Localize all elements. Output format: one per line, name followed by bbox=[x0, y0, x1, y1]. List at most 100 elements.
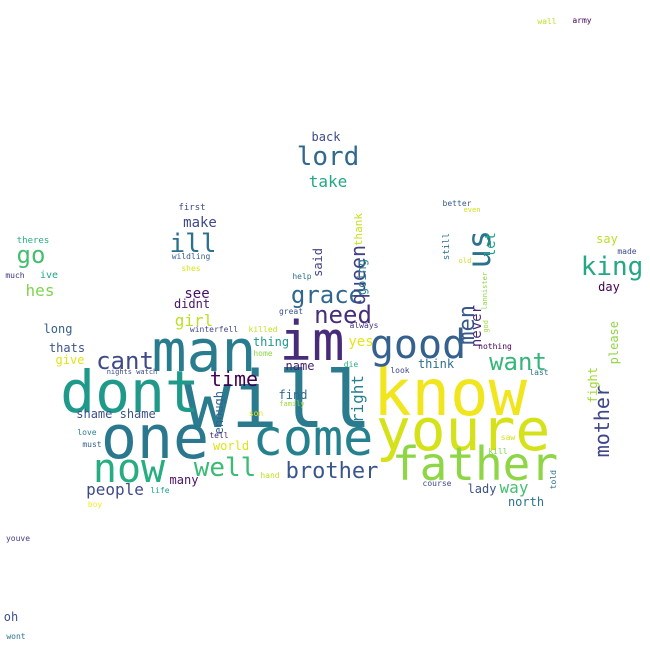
word: youve bbox=[6, 534, 30, 543]
word: son bbox=[249, 409, 264, 418]
word: ill bbox=[170, 229, 217, 259]
word: life bbox=[150, 486, 169, 495]
word: father bbox=[392, 437, 558, 491]
word: well bbox=[194, 453, 257, 483]
word: man bbox=[152, 317, 257, 385]
word: please bbox=[607, 321, 621, 364]
word: king bbox=[581, 252, 644, 282]
word: boy bbox=[88, 500, 103, 509]
word: better bbox=[443, 199, 472, 208]
word: time bbox=[210, 367, 258, 391]
word: killed bbox=[249, 325, 278, 334]
word: hes bbox=[26, 281, 55, 300]
word: god bbox=[482, 320, 490, 333]
word: take bbox=[309, 172, 348, 191]
word: told bbox=[549, 470, 558, 489]
word: kill bbox=[488, 447, 507, 456]
word: much bbox=[5, 271, 24, 280]
word: home bbox=[253, 349, 272, 358]
word: course bbox=[423, 479, 452, 488]
word: dont bbox=[60, 358, 200, 426]
word: want bbox=[489, 348, 547, 376]
word: queen bbox=[346, 245, 370, 305]
word: last bbox=[529, 368, 548, 377]
word: brother bbox=[286, 459, 379, 484]
word: make bbox=[183, 215, 217, 231]
word: nights watch bbox=[107, 368, 158, 376]
word: men bbox=[455, 305, 480, 345]
word: thats bbox=[49, 341, 85, 355]
word: good bbox=[370, 322, 466, 368]
word: wall bbox=[537, 17, 556, 26]
word: thing bbox=[253, 335, 289, 349]
word: mother bbox=[590, 385, 614, 457]
word: never bbox=[469, 305, 485, 347]
word: way bbox=[500, 478, 529, 497]
word: always bbox=[350, 321, 379, 330]
word: lannister bbox=[481, 272, 489, 310]
word: think bbox=[418, 357, 455, 371]
word: name bbox=[286, 359, 315, 373]
word: help bbox=[292, 272, 311, 281]
word: yes bbox=[348, 334, 373, 350]
word: us bbox=[460, 230, 498, 269]
word: give bbox=[56, 353, 85, 367]
word: wont bbox=[6, 632, 25, 641]
word: tell bbox=[209, 431, 228, 440]
word: lady bbox=[468, 482, 497, 496]
word: saw bbox=[501, 433, 516, 442]
word: many bbox=[170, 473, 199, 487]
word: theres bbox=[17, 236, 50, 246]
word: going bbox=[355, 259, 369, 295]
word: nothing bbox=[478, 342, 512, 351]
word: said bbox=[311, 248, 325, 277]
word: need bbox=[314, 301, 372, 329]
word: fight bbox=[586, 367, 600, 403]
word: lord bbox=[297, 142, 360, 172]
word: first bbox=[178, 203, 205, 213]
word: army bbox=[572, 16, 591, 25]
word: old bbox=[459, 257, 472, 265]
word: look bbox=[390, 366, 409, 375]
word: didnt bbox=[174, 297, 210, 311]
word: oh bbox=[4, 610, 18, 624]
word: winterfell bbox=[190, 325, 238, 334]
word: day bbox=[598, 280, 620, 294]
word: love bbox=[77, 428, 96, 437]
word: youre bbox=[376, 396, 551, 464]
word: even bbox=[464, 206, 481, 214]
word: hand bbox=[260, 471, 279, 480]
word: still bbox=[442, 233, 452, 260]
word: shes bbox=[181, 264, 200, 273]
word: long bbox=[44, 322, 73, 336]
word: great bbox=[279, 307, 303, 316]
word: let bbox=[483, 232, 499, 257]
word: world bbox=[213, 439, 249, 453]
word: see bbox=[184, 286, 209, 302]
word: family bbox=[279, 400, 304, 408]
word: back bbox=[312, 130, 342, 144]
word: im bbox=[279, 310, 344, 373]
word: know bbox=[373, 357, 528, 431]
word: must bbox=[82, 440, 101, 449]
word: north bbox=[508, 495, 544, 509]
word: find bbox=[279, 388, 308, 402]
word: wildling bbox=[172, 252, 211, 261]
word: say bbox=[596, 232, 618, 246]
word: cant bbox=[96, 347, 154, 375]
word: enough bbox=[212, 391, 226, 434]
word: die bbox=[344, 360, 359, 369]
word: now bbox=[93, 446, 166, 492]
word: thank bbox=[352, 213, 365, 246]
word: ive bbox=[40, 270, 58, 281]
word: go bbox=[17, 241, 46, 269]
word: one bbox=[101, 403, 209, 473]
word: will bbox=[184, 356, 372, 446]
word: come bbox=[253, 409, 373, 467]
word: made bbox=[617, 247, 636, 256]
word: people bbox=[86, 480, 144, 499]
word: shame shame bbox=[76, 407, 155, 421]
word: grace bbox=[291, 281, 363, 309]
word: girl bbox=[175, 311, 214, 330]
